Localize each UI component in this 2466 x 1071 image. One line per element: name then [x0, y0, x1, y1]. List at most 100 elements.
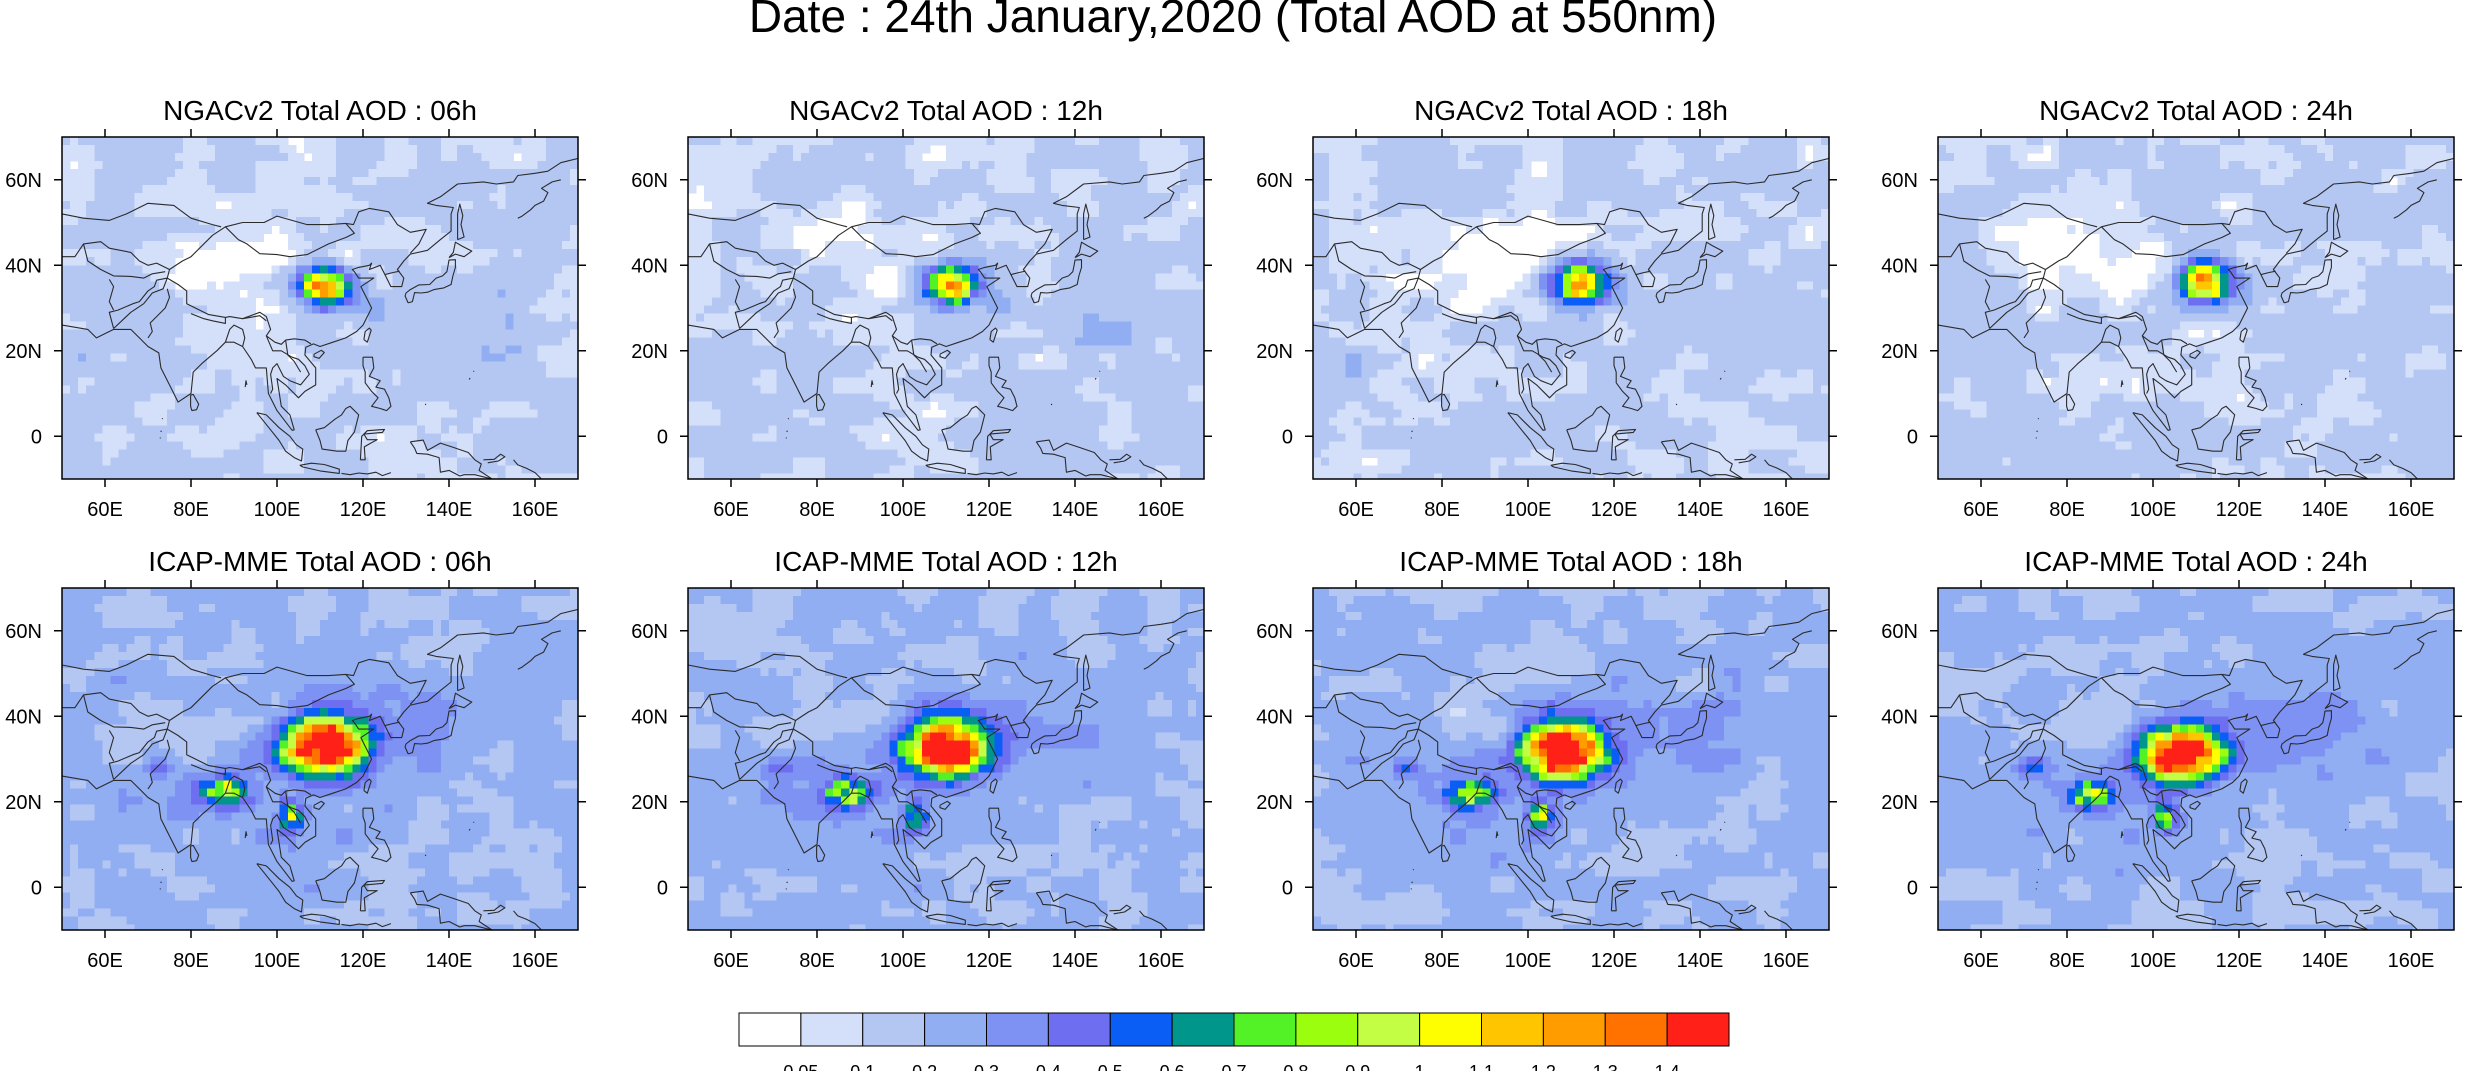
aod-cell — [1155, 281, 1165, 290]
aod-cell — [62, 161, 71, 170]
aod-cell — [303, 449, 313, 459]
aod-cell — [776, 225, 786, 234]
aod-cell — [521, 137, 531, 146]
aod-cell — [857, 361, 866, 371]
aod-cell — [521, 361, 531, 371]
aod-cell — [457, 457, 466, 467]
aod-cell — [400, 281, 410, 290]
aod-cell — [344, 393, 353, 403]
aod-cell — [569, 281, 578, 290]
aod-cell — [720, 321, 729, 330]
aod-cell — [1091, 393, 1100, 403]
aod-cell — [78, 441, 87, 451]
aod-cell — [937, 273, 947, 282]
aod-cell — [191, 177, 200, 186]
aod-cell — [505, 273, 515, 282]
aod-cell — [489, 417, 498, 427]
aod-cell — [881, 417, 891, 427]
aod-cell — [865, 425, 875, 435]
aod-cell — [94, 441, 103, 451]
aod-cell — [352, 297, 361, 306]
aod-cell — [271, 393, 281, 403]
aod-cell — [1139, 249, 1149, 258]
aod-cell — [328, 345, 337, 355]
aod-cell — [344, 425, 353, 435]
aod-cell — [449, 313, 458, 322]
aod-cell — [78, 169, 87, 178]
aod-cell — [392, 193, 402, 202]
aod-cell — [792, 273, 802, 282]
aod-cell — [94, 465, 103, 475]
aod-cell — [728, 153, 737, 162]
aod-cell — [937, 137, 947, 146]
aod-cell — [392, 393, 402, 403]
aod-cell — [736, 361, 746, 371]
aod-cell — [336, 409, 345, 419]
aod-cell — [465, 345, 474, 355]
aod-cell — [569, 401, 578, 411]
aod-cell — [841, 353, 850, 363]
aod-cell — [521, 241, 531, 250]
aod-cell — [424, 201, 434, 210]
aod-cell — [1066, 361, 1076, 371]
aod-cell — [134, 305, 144, 314]
aod-cell — [986, 153, 995, 162]
aod-cell — [1002, 329, 1012, 338]
aod-cell — [897, 305, 907, 314]
aod-cell — [223, 417, 232, 427]
aod-cell — [78, 433, 87, 443]
aod-cell — [881, 401, 891, 411]
aod-cell — [1179, 137, 1189, 146]
aod-cell — [1179, 169, 1189, 178]
aod-cell — [986, 161, 995, 170]
aod-cell — [833, 377, 842, 387]
aod-cell — [352, 465, 361, 475]
aod-cell — [62, 473, 71, 479]
aod-cell — [792, 289, 802, 298]
aod-cell — [400, 385, 410, 395]
aod-cell — [62, 169, 71, 178]
aod-cell — [440, 153, 450, 162]
aod-cell — [817, 377, 826, 387]
aod-cell — [110, 265, 120, 274]
aod-cell — [970, 281, 979, 290]
aod-cell — [720, 185, 729, 194]
aod-cell — [954, 177, 963, 186]
aod-cell — [344, 185, 353, 194]
aod-cell — [881, 361, 891, 371]
aod-cell — [545, 393, 555, 403]
aod-cell — [150, 217, 160, 226]
aod-cell — [440, 265, 450, 274]
aod-cell — [704, 401, 713, 411]
aod-cell — [1155, 185, 1165, 194]
aod-cell — [1042, 217, 1052, 226]
aod-cell — [303, 353, 313, 363]
aod-cell — [62, 337, 71, 347]
aod-cell — [529, 473, 539, 479]
aod-cell — [102, 337, 111, 347]
aod-cell — [1018, 353, 1028, 363]
aod-cell — [784, 393, 794, 403]
aod-cell — [521, 145, 531, 154]
aod-cell — [239, 449, 249, 459]
aod-cell — [449, 353, 458, 363]
aod-cell — [784, 337, 794, 347]
aod-cell — [704, 249, 713, 258]
x-tick-label: 160E — [512, 499, 559, 521]
aod-cell — [1187, 369, 1197, 379]
aod-cell — [521, 201, 531, 210]
aod-cell — [271, 433, 281, 443]
aod-cell — [400, 193, 410, 202]
aod-cell — [1075, 281, 1084, 290]
aod-cell — [1155, 353, 1165, 363]
aod-cell — [255, 457, 265, 467]
aod-cell — [1026, 209, 1036, 218]
aod-cell — [158, 169, 168, 178]
aod-cell — [1115, 137, 1124, 146]
aod-cell — [182, 425, 192, 435]
aod-cell — [320, 377, 329, 387]
aod-cell — [521, 377, 531, 387]
aod-cell — [784, 209, 794, 218]
aod-cell — [199, 329, 208, 338]
aod-cell — [497, 361, 507, 371]
